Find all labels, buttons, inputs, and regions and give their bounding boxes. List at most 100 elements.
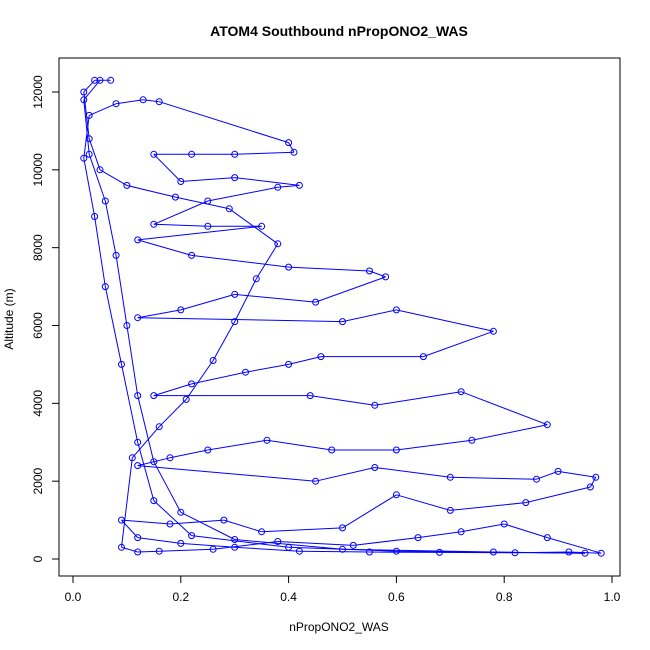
data-point: [101, 197, 109, 205]
series-line-segment: [185, 360, 214, 400]
data-point: [436, 548, 443, 556]
series-line-segment: [396, 439, 472, 451]
data-point: [489, 327, 497, 335]
data-point: [123, 322, 131, 329]
series-line-segment: [126, 325, 139, 396]
x-tick-label: 0.8: [496, 590, 513, 604]
y-tick-label: 10000: [31, 153, 45, 187]
series-line-segment: [374, 467, 451, 478]
series-line-segment: [213, 541, 278, 550]
data-point: [150, 220, 158, 228]
series-line-segment: [547, 537, 602, 554]
data-point: [231, 536, 239, 543]
series-line-segment: [137, 457, 171, 467]
data-point: [231, 174, 239, 182]
series-line-segment: [115, 255, 128, 326]
data-point: [392, 306, 400, 314]
data-point: [182, 395, 190, 403]
data-point: [382, 273, 390, 281]
series-lines: [83, 79, 602, 554]
data-point: [242, 368, 249, 376]
data-point: [468, 436, 476, 444]
series-line-segment: [568, 551, 602, 554]
y-axis-label: Altitude (m): [2, 288, 16, 349]
data-point: [581, 549, 589, 557]
data-point: [339, 545, 346, 553]
data-point: [366, 267, 373, 275]
data-point: [123, 181, 131, 189]
series-line-segment: [207, 439, 268, 451]
data-point: [285, 543, 293, 551]
data-point: [252, 275, 260, 283]
data-point: [85, 150, 93, 158]
y-tick-label: 4000: [31, 390, 45, 417]
data-point: [134, 534, 142, 542]
x-axis: 0.0 0.2 0.4 0.6 0.8 1.0: [65, 575, 621, 604]
series-line-segment: [137, 537, 181, 544]
data-point: [295, 547, 303, 555]
data-point: [171, 193, 179, 201]
data-point: [204, 197, 212, 205]
data-point: [134, 462, 142, 470]
data-point: [209, 545, 217, 553]
data-point: [155, 98, 163, 106]
series-line-segment: [288, 266, 370, 272]
series-line-segment: [191, 371, 246, 385]
series-line-segment: [315, 467, 375, 482]
series-line-segment: [153, 461, 182, 513]
series-line-segment: [153, 500, 192, 536]
series-line-segment: [191, 254, 289, 268]
data-point: [231, 290, 239, 298]
data-point: [177, 178, 185, 185]
data-point: [150, 150, 158, 158]
series-line-segment: [153, 200, 208, 225]
series-line-segment: [175, 196, 230, 210]
x-tick-label: 1.0: [604, 590, 621, 604]
data-point: [204, 222, 212, 230]
y-tick-label: 12000: [31, 75, 45, 109]
x-tick-label: 0.0: [65, 590, 82, 604]
data-point: [274, 183, 282, 191]
data-point: [522, 499, 530, 507]
series-line-segment: [153, 223, 208, 227]
data-point: [263, 436, 271, 444]
data-point: [101, 283, 109, 291]
y-tick-label: 6000: [31, 312, 45, 339]
data-point: [339, 524, 346, 532]
series-line-segment: [137, 395, 155, 462]
series-line-segment: [423, 330, 494, 358]
data-point: [392, 547, 400, 555]
data-point: [533, 475, 540, 483]
data-point: [366, 548, 373, 556]
series-line-segment: [121, 457, 133, 548]
data-point: [128, 454, 136, 462]
series-line-segment: [137, 239, 192, 256]
data-point: [134, 438, 142, 446]
series-line-segment: [288, 142, 295, 153]
data-point: [500, 520, 508, 528]
data-point: [166, 454, 174, 462]
series-line-segment: [396, 494, 451, 511]
data-point: [285, 139, 293, 147]
data-point: [177, 306, 185, 314]
data-point: [414, 534, 422, 542]
series-line-segment: [137, 225, 262, 241]
series-line-segment: [104, 286, 122, 365]
x-tick-label: 0.6: [388, 590, 405, 604]
data-point: [91, 76, 99, 84]
data-point: [177, 508, 185, 516]
series-line-segment: [277, 184, 300, 188]
series-line-segment: [310, 395, 375, 406]
series-line-segment: [396, 309, 494, 332]
data-point: [457, 528, 465, 536]
series-line-segment: [131, 426, 160, 459]
data-point: [150, 497, 158, 505]
series-line-segment: [450, 502, 526, 511]
y-tick-label: 0: [31, 555, 45, 562]
y-tick-label: 2000: [31, 467, 45, 494]
data-point: [134, 548, 142, 556]
data-point: [80, 154, 88, 162]
series-line-segment: [212, 321, 236, 361]
series-line-segment: [207, 186, 278, 202]
